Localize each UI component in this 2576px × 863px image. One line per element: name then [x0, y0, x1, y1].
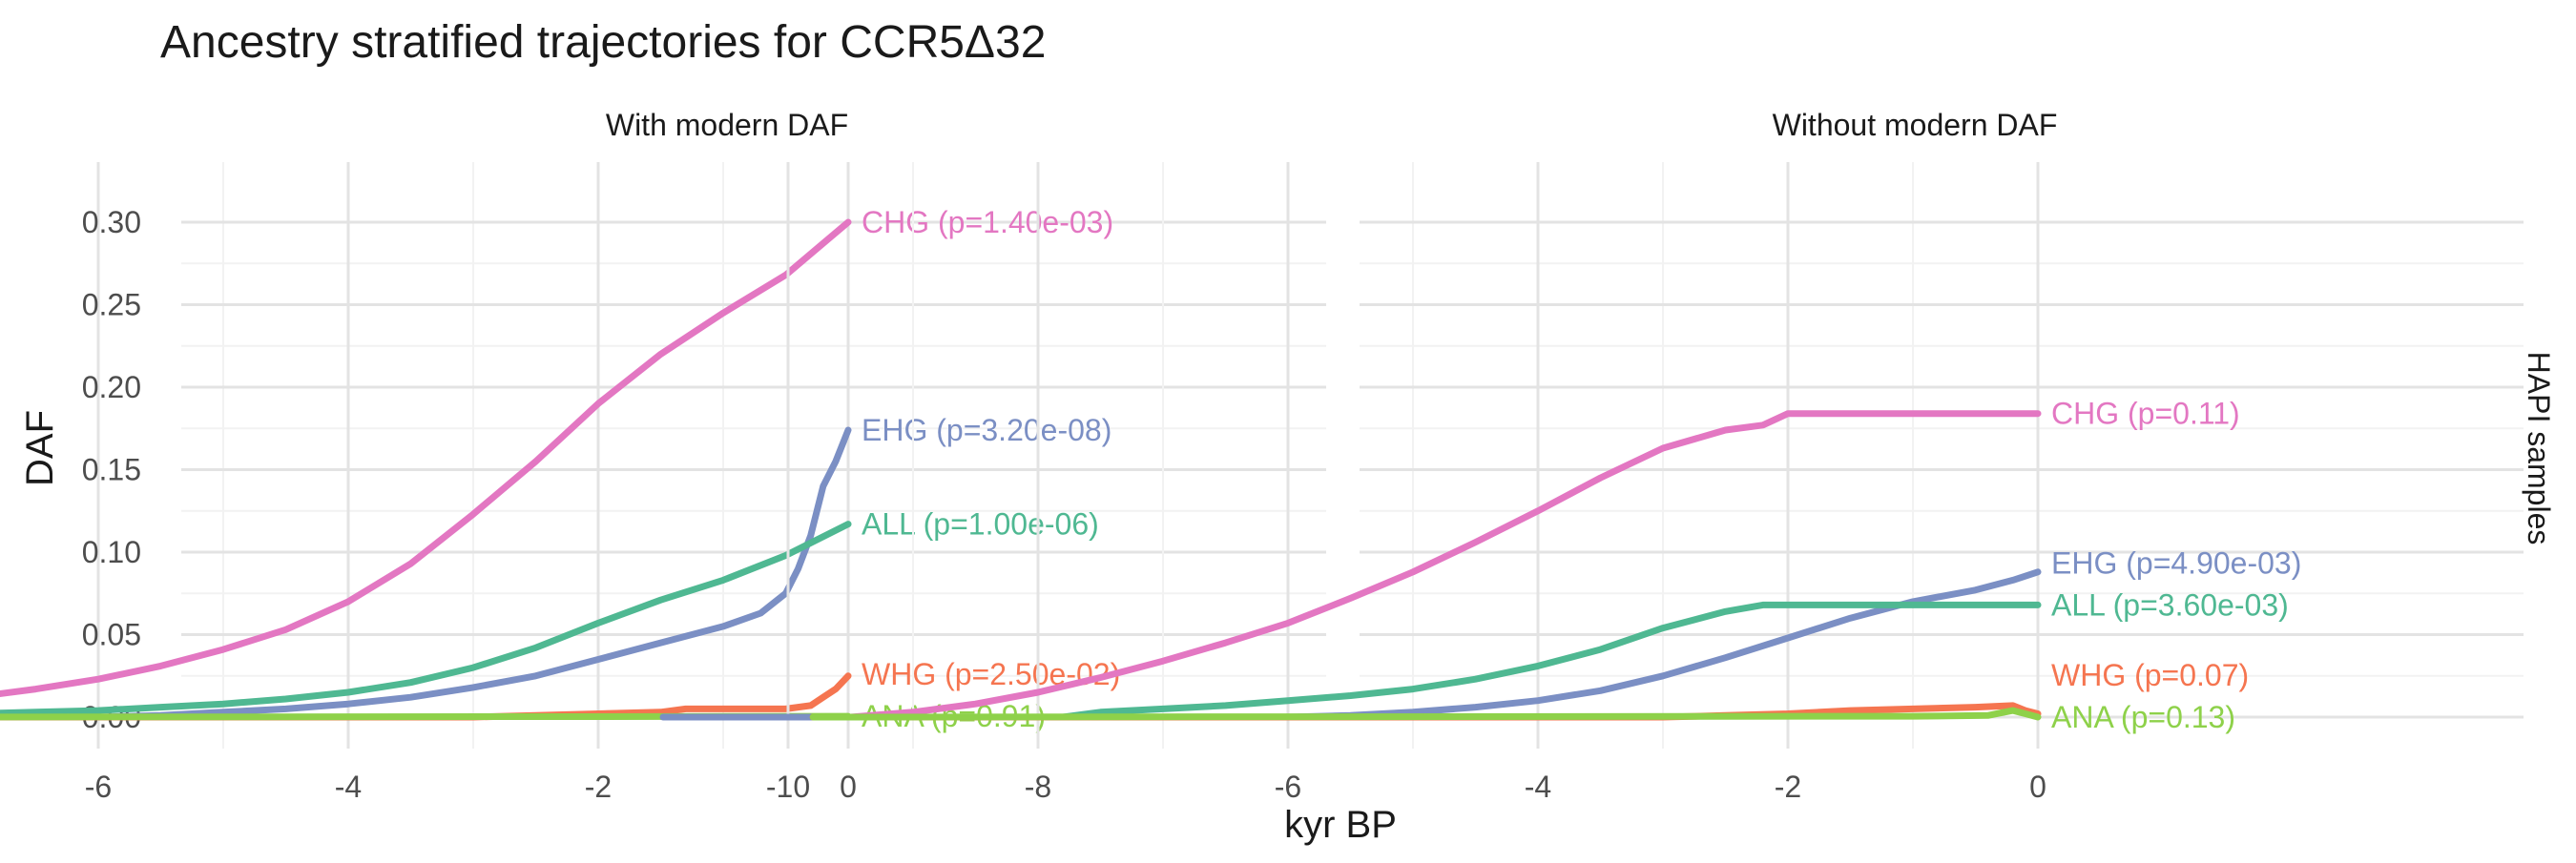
chart-title: Ancestry stratified trajectories for CCR… [160, 17, 1046, 68]
y-tick-label: 0.10 [82, 535, 141, 569]
x-tick-label: -4 [335, 770, 362, 804]
x-tick-label: -4 [1525, 770, 1551, 804]
y-tick-label: 0.30 [82, 205, 141, 239]
x-tick-label: -6 [85, 770, 112, 804]
series-line-ana [809, 707, 2042, 721]
x-tick-label: -10 [766, 770, 810, 804]
series-end-label-all: ALL (p=3.60e-03) [2051, 587, 2289, 622]
panels-layer: With modern DAF-10-8-6-4-200.000.050.100… [0, 108, 2524, 804]
x-axis-label: kyr BP [1284, 804, 1397, 846]
x-tick-label: 0 [2029, 770, 2046, 804]
panel-title: Without modern DAF [1773, 108, 2058, 142]
series-end-label-all: ALL (p=1.00e-06) [862, 507, 1099, 542]
y-tick-label: 0.20 [82, 370, 141, 404]
series-line-chg [847, 410, 2042, 721]
y-tick-label: 0.25 [82, 288, 141, 322]
panel-title: With modern DAF [606, 108, 848, 142]
panel-2: Without modern DAF -10 -8 -6 -4 -2 0 CHG (p=0.1… [659, 108, 2524, 804]
series-line-all [0, 521, 852, 717]
x-tick-label: -2 [585, 770, 612, 804]
y-tick-label: 0.15 [82, 453, 141, 487]
x-tick-label: -8 [1025, 770, 1051, 804]
strip-label-right: HAPI samples [2522, 352, 2556, 545]
series-line-chg [0, 218, 852, 698]
series-end-label-chg: CHG (p=0.11) [2051, 397, 2240, 431]
series-end-label-ehg: EHG (p=3.20e-08) [862, 413, 1111, 447]
series-line-all [847, 601, 2042, 721]
series-end-label-whg: WHG (p=0.07) [2051, 658, 2249, 692]
series-end-label-ana: ANA (p=0.13) [2051, 700, 2235, 734]
series-end-label-whg: WHG (p=2.50e-02) [862, 657, 1120, 691]
y-axis-label: DAF [19, 410, 61, 486]
x-tick-label: -2 [1775, 770, 1801, 804]
y-tick-label: 0.05 [82, 618, 141, 652]
x-tick-label: -6 [1275, 770, 1301, 804]
series-end-label-chg: CHG (p=1.40e-03) [862, 205, 1113, 239]
series-end-label-ehg: EHG (p=4.90e-03) [2051, 545, 2301, 580]
panel-1: With modern DAF-10-8-6-4-200.000.050.100… [0, 108, 1326, 804]
x-tick-label: 0 [840, 770, 857, 804]
